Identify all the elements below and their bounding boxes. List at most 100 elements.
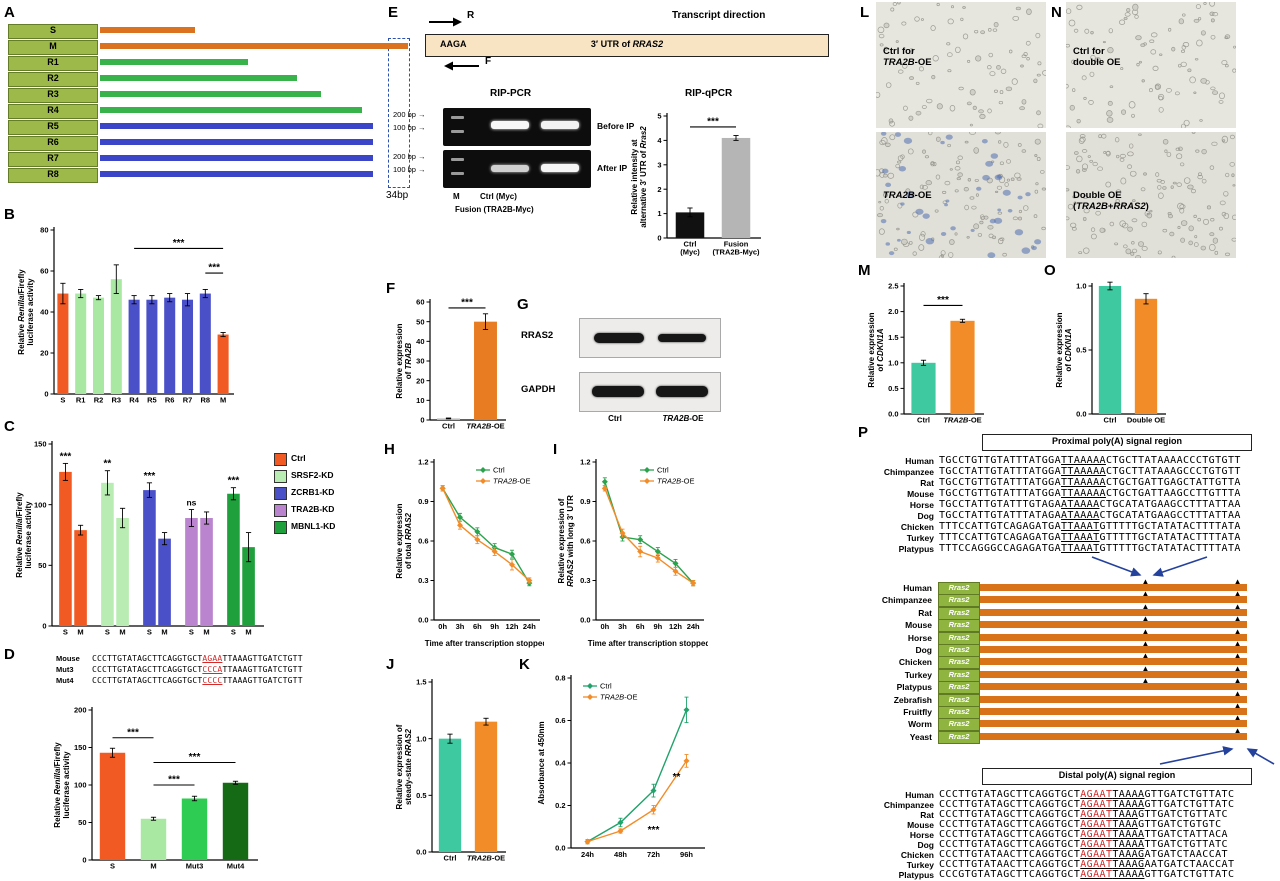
svg-text:80: 80 [40,226,48,235]
svg-text:Relative expression: Relative expression [1055,312,1064,387]
proximal-row: Rat TGCCTGTTGTATTTATGGATTAAAAACTGCTGATTGA… [862,478,1241,489]
poly-a-site-marker: ▲ [1141,626,1150,636]
utr-schematic-box: AAGA 3′ UTR of RRAS2 [425,34,829,57]
poly-a-site-marker: ▲ [1141,601,1150,611]
svg-text:72h: 72h [647,850,660,859]
panel-l-microscopy: Ctrl for TRA2B-OE TRA2B-OE [876,0,1048,262]
species-name: Platypus [898,870,934,880]
primer-r-label: R [467,10,475,21]
legend-swatch [274,504,287,517]
svg-text:luciferase activity: luciferase activity [24,501,33,569]
svg-text:0: 0 [44,390,48,399]
utr-bar [980,708,1247,715]
primer-f-arrow-icon [444,61,479,71]
utr-bar [980,720,1247,728]
ortholog-row: Horse Rras2 ▲ ▲ [862,627,1262,645]
panel-letter-p: P [858,424,869,441]
svg-text:(Myc): (Myc) [680,248,700,257]
construct-label: R3 [8,88,98,103]
blot-lane-label-ctrl: Ctrl [608,414,622,423]
svg-text:Ctrl: Ctrl [1104,416,1117,425]
svg-text:3: 3 [657,160,661,169]
svg-text:Relative intensity at: Relative intensity at [630,139,639,214]
species-name: Turkey [906,860,934,870]
species-name: Chicken [898,657,932,668]
svg-text:Relative Renilla/Firefly: Relative Renilla/Firefly [53,742,62,828]
utr-bar [980,608,1247,616]
legend-item: SRSF2-KD [274,469,354,483]
panel-letter-l: L [860,4,870,21]
sequence: CCCTTGTATAGCTTCAGGTGCTAGAATTAAAATTGATCTG… [939,839,1228,850]
panel-a-construct-diagram: 34bp S M R1 R2 R3 R4 R5 R6 R7 R8 [0,0,430,205]
legend-label: SRSF2-KD [291,470,334,480]
panel-p-conservation: Proximal poly(A) signal region Human TGCCT… [862,432,1280,880]
region-highlight-box [388,38,410,188]
legend-label: MBNL1-KD [291,521,336,531]
gel-row-label: After IP [597,163,628,173]
poly-a-site-marker: ▲ [1233,688,1242,698]
species-name: Fruitfly [903,707,932,717]
svg-text:Ctrl: Ctrl [684,240,697,249]
gene-box: Rras2 [938,644,980,657]
sequence: CCCTTGTATAGCTTCAGGTGCTAGAATTAAAGTTGATCTG… [92,654,303,663]
panel-k-proliferation-chart: 0.0 0.2 0.4 0.6 0.8 Absorbance at 450nm 24h 48h… [537,674,705,859]
svg-text:0.9: 0.9 [580,497,590,506]
svg-text:5: 5 [657,112,661,121]
gel-box [443,108,591,146]
sequence-row: Mut3 CCCTTGTATAGCTTCAGGTGCTCCCATTAAAGTTGA… [56,665,303,675]
svg-text:0.6: 0.6 [580,537,590,546]
construct-bar [100,123,373,129]
svg-text:0.2: 0.2 [555,801,565,810]
svg-text:Relative Renilla/Firefly: Relative Renilla/Firefly [17,269,26,355]
svg-text:0h: 0h [438,622,447,631]
svg-text:100: 100 [74,781,87,790]
gene-box: Rras2 [938,582,980,595]
svg-text:S: S [189,628,194,637]
svg-text:Relative expression of: Relative expression of [557,498,566,583]
species-name: Mouse [905,620,932,631]
svg-text:30: 30 [416,357,424,366]
proximal-row: Mouse TGCCTGTTGTATTTATGGATTAAAAACTGCTGATT… [862,489,1241,500]
svg-text:Ctrl: Ctrl [657,466,669,475]
panel-letter-h: H [384,441,395,458]
sequence: CCCTTGTATAGCTTCAGGTGCTAGAATTAAAAGTTGATCT… [939,799,1235,810]
svg-text:Ctrl: Ctrl [442,422,455,431]
ortholog-row: Rat Rras2 ▲ ▲ [862,602,1262,620]
construct-bar [100,107,362,113]
svg-text:48h: 48h [614,850,627,859]
svg-text:R1: R1 [76,396,86,405]
ortholog-row: Turkey Rras2 ▲ ▲ [862,664,1262,682]
microscopy-image: TRA2B-OE [876,132,1046,258]
svg-text:0.0: 0.0 [1076,410,1086,419]
construct-label: R2 [8,72,98,87]
species-name: Chicken [900,522,934,532]
svg-text:Relative expression of: Relative expression of [395,724,404,809]
panel-letter-e: E [388,4,399,21]
svg-text:***: *** [648,825,660,836]
gel-marker-band [451,158,464,161]
construct-bar [100,139,373,145]
ortholog-row: Worm Rras2 ▲ [862,714,1262,732]
species-name: Mouse [907,820,934,830]
svg-text:Double OE: Double OE [1127,416,1165,425]
sequence: TGCCTATTGTATTTGTAGAATAAAACTGCATATGAAGCCT… [939,499,1241,510]
svg-text:TRA2B-OE: TRA2B-OE [943,416,981,425]
panel-m-cdkn1a-chart: 0.0 0.5 1.0 1.5 2.0 2.5 Relative expression of … [867,282,984,425]
svg-text:150: 150 [34,440,47,449]
legend-label: TRA2B-KD [291,504,335,514]
svg-text:0.5: 0.5 [1076,346,1086,355]
svg-text:2.0: 2.0 [888,307,898,316]
svg-text:40: 40 [416,337,424,346]
gene-box: Rras2 [938,631,980,645]
species-name: Platypus [898,544,934,554]
svg-text:6h: 6h [636,622,645,631]
distal-header: Distal poly(A) signal region [982,768,1252,785]
construct-label: R5 [8,120,98,135]
rip-qpcr-title: RIP-qPCR [685,88,733,99]
svg-text:60: 60 [416,298,424,307]
panel-n-microscopy: Ctrl for double OE Double OE (TRA2B+RRAS2) [1066,0,1238,262]
species-name: Worm [908,719,932,730]
svg-text:1.5: 1.5 [888,333,898,342]
poly-a-site-marker: ▲ [1233,701,1242,710]
distal-row: Dog CCCTTGTATAGCTTCAGGTGCTAGAATTAAAATTGAT… [862,839,1228,851]
